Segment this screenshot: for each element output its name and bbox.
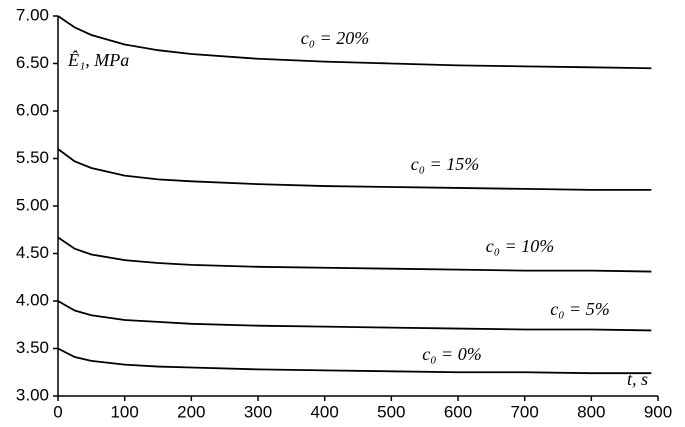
line-series: [57, 236, 652, 273]
y-axis-label: Ê₁, MPa: [67, 49, 129, 70]
x-tick-label: 300: [244, 402, 272, 421]
x-tick-label: 600: [444, 402, 472, 421]
series-label: c₀ = 15%: [411, 154, 479, 174]
y-tick-label: 5.50: [16, 148, 49, 167]
x-tick-label: 100: [110, 402, 138, 421]
line-series: [57, 347, 652, 375]
line-series: [57, 148, 652, 191]
y-tick-label: 5.00: [16, 195, 49, 214]
x-tick-label: 700: [510, 402, 538, 421]
y-tick-label: 6.00: [16, 100, 49, 119]
series-label: c₀ = 0%: [422, 344, 481, 364]
series-label: c₀ = 5%: [550, 299, 609, 319]
line-series: [57, 300, 652, 332]
x-tick-label: 500: [377, 402, 405, 421]
x-tick-label: 900: [644, 402, 672, 421]
x-tick-label: 800: [577, 402, 605, 421]
x-tick-label: 200: [177, 402, 205, 421]
line-series: [57, 15, 652, 70]
series-label: c₀ = 20%: [301, 28, 369, 48]
y-tick-label: 6.50: [16, 53, 49, 72]
y-tick-label: 4.50: [16, 243, 49, 262]
x-axis-label: t, s: [627, 369, 648, 389]
y-tick-label: 3.50: [16, 338, 49, 357]
x-tick-label: 0: [53, 402, 62, 421]
series-label: c₀ = 10%: [486, 236, 554, 256]
y-tick-label: 4.00: [16, 290, 49, 309]
y-tick-label: 7.00: [16, 5, 49, 24]
y-tick-label: 3.00: [16, 385, 49, 404]
x-tick-label: 400: [310, 402, 338, 421]
